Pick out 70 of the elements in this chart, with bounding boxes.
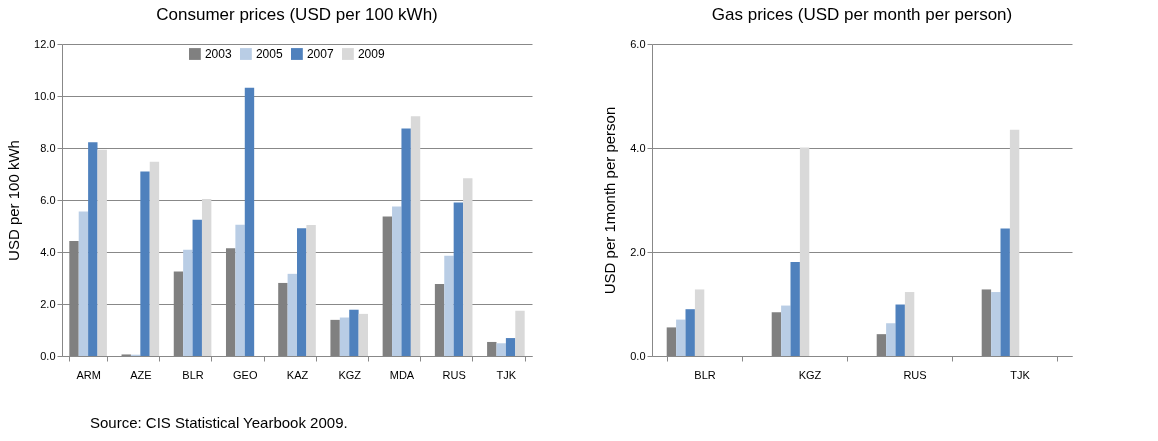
legend-label: 2005 <box>255 47 283 61</box>
bar <box>496 343 506 356</box>
legend-label: 2003 <box>204 47 232 61</box>
bar <box>183 249 193 356</box>
bar <box>192 219 202 356</box>
y-tick-label: 6.0 <box>40 193 56 206</box>
bar <box>799 147 810 356</box>
bar <box>453 202 464 356</box>
bar <box>358 313 369 356</box>
bar <box>790 261 800 356</box>
x-tick-label: BLR <box>694 368 716 381</box>
x-tick-label: KAZ <box>286 368 309 381</box>
bar <box>410 116 421 356</box>
bar <box>1009 129 1020 356</box>
bar <box>244 87 255 356</box>
legend-label: 2009 <box>357 47 385 61</box>
bar <box>140 171 150 356</box>
bar <box>349 309 359 356</box>
x-tick-label: KGZ <box>338 368 362 381</box>
y-tick-label: 0.0 <box>40 349 56 362</box>
y-tick-label: 12.0 <box>34 37 56 50</box>
bar <box>676 319 686 356</box>
chart-title: Consumer prices (USD per 100 kWh) <box>156 5 438 24</box>
x-tick-label: RUS <box>903 368 927 381</box>
bar <box>991 292 1001 356</box>
x-tick-label: AZE <box>130 368 152 381</box>
bar <box>463 178 473 356</box>
y-axis-title: USD per 100 kWh <box>5 140 23 261</box>
bar <box>392 206 402 356</box>
y-tick-label: 10.0 <box>34 89 56 102</box>
y-tick-label: 4.0 <box>40 245 56 258</box>
y-tick-label: 0.0 <box>630 349 646 362</box>
y-tick-label: 2.0 <box>40 297 56 310</box>
x-tick-label: TJK <box>496 368 517 381</box>
y-tick-label: 6.0 <box>630 37 646 50</box>
bar <box>339 317 350 356</box>
bar <box>235 224 245 356</box>
bar <box>97 149 107 356</box>
bar <box>401 128 411 356</box>
bar <box>904 292 915 356</box>
bar <box>505 338 516 356</box>
x-tick-label: MDA <box>389 368 415 381</box>
y-axis-title: USD per 1month per person <box>601 106 619 295</box>
bar <box>88 142 98 356</box>
x-tick-label: ARM <box>76 368 101 381</box>
source-note: Source: CIS Statistical Yearbook 2009. <box>90 414 348 431</box>
bar <box>444 255 454 356</box>
x-tick-label: RUS <box>442 368 466 381</box>
bar <box>1000 228 1010 356</box>
x-tick-label: KGZ <box>798 368 822 381</box>
bar <box>149 161 160 356</box>
bar <box>201 198 212 356</box>
x-tick-label: TJK <box>1010 368 1031 381</box>
x-tick-label: GEO <box>233 368 258 381</box>
bar <box>685 309 695 356</box>
bar <box>297 228 307 356</box>
bar <box>78 211 89 356</box>
bar <box>886 323 896 356</box>
bar <box>515 310 525 356</box>
bar <box>781 305 791 356</box>
y-tick-label: 2.0 <box>630 245 646 258</box>
bar <box>694 289 705 356</box>
bar <box>306 224 316 356</box>
y-tick-label: 4.0 <box>630 141 646 154</box>
x-tick-label: BLR <box>182 368 204 381</box>
bar <box>895 304 905 356</box>
legend-label: 2007 <box>306 47 334 61</box>
bar <box>287 273 297 356</box>
chart-title: Gas prices (USD per month per person) <box>711 5 1013 24</box>
y-tick-label: 8.0 <box>40 141 56 154</box>
